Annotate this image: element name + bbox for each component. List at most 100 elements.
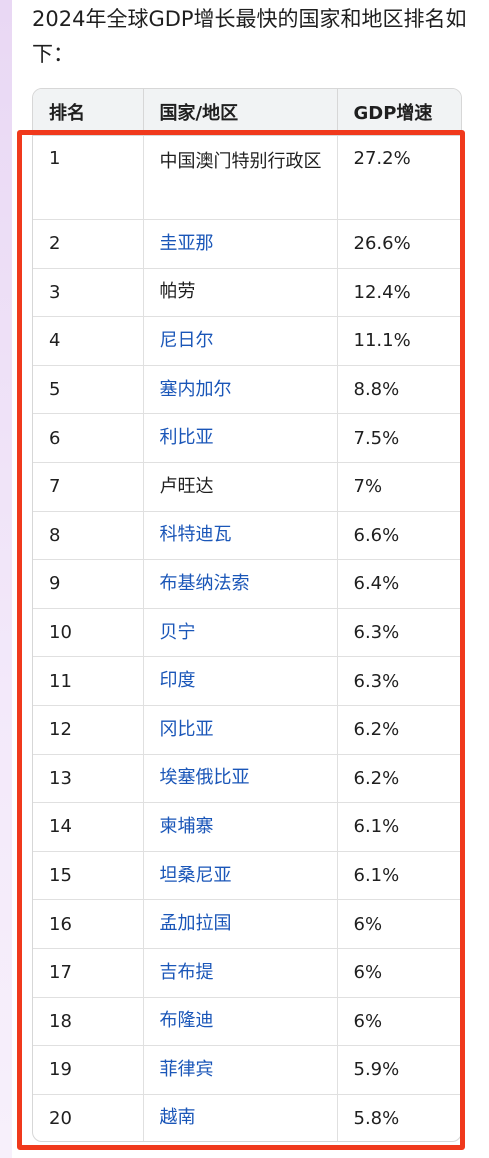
- table-row: 15 坦桑尼亚 6.1%: [33, 850, 461, 900]
- rank-cell: 1: [49, 148, 61, 169]
- table-row: 17 吉布提 6%: [33, 947, 461, 997]
- table-row: 12 冈比亚 6.2%: [33, 704, 461, 755]
- table-row: 4 尼日尔 11.1%: [33, 316, 461, 366]
- rank-cell: 7: [33, 461, 143, 512]
- gdp-growth-table: 排名 国家/地区 GDP增速 1 中国澳门特别行政区 27.2% 2 圭亚那 26.6% 3…: [33, 89, 461, 1141]
- rank-cell: 11: [33, 656, 143, 706]
- growth-cell: 7.5%: [336, 413, 461, 463]
- country-link[interactable]: 塞内加尔: [159, 378, 232, 400]
- country-cell: 越南: [142, 1093, 337, 1141]
- country-link[interactable]: 埃塞俄比亚: [159, 767, 250, 789]
- country-link[interactable]: 尼日尔: [159, 329, 214, 351]
- table-header-row: 排名 国家/地区 GDP增速: [33, 89, 461, 136]
- country-cell: 布基纳法索: [142, 559, 337, 609]
- country-cell: 吉布提: [142, 947, 337, 997]
- growth-cell: 27.2%: [336, 135, 461, 220]
- country-name: 中国澳门特别行政区: [159, 151, 322, 172]
- growth-cell: 6%: [336, 947, 461, 997]
- header-rank: 排名: [33, 89, 143, 136]
- country-cell: 利比亚: [142, 413, 337, 463]
- table-row: 20 越南 5.8%: [33, 1093, 461, 1141]
- country-link[interactable]: 贝宁: [159, 621, 196, 643]
- growth-cell: 6.2%: [336, 753, 461, 803]
- header-country: 国家/地区: [142, 89, 337, 136]
- rank-cell: 2: [33, 219, 143, 269]
- table-row: 2 圭亚那 26.6%: [33, 219, 461, 269]
- growth-cell: 6.1%: [336, 802, 461, 852]
- rank-cell: 8: [33, 510, 143, 560]
- rank-cell: 6: [33, 413, 143, 463]
- growth-cell: 5.8%: [336, 1093, 461, 1141]
- table-row: 13 埃塞俄比亚 6.2%: [33, 753, 461, 803]
- rank-cell: 4: [33, 316, 143, 366]
- country-link[interactable]: 圭亚那: [159, 232, 214, 254]
- country-cell: 贝宁: [142, 607, 337, 657]
- rank-cell: 3: [33, 267, 143, 317]
- rank-cell: 18: [33, 996, 143, 1046]
- country-cell: 孟加拉国: [142, 899, 337, 949]
- rank-cell: 16: [33, 899, 143, 949]
- country-link[interactable]: 吉布提: [159, 961, 214, 983]
- growth-cell: 6%: [336, 899, 461, 949]
- country-link[interactable]: 布隆迪: [159, 1010, 214, 1032]
- country-cell: 科特迪瓦: [142, 510, 337, 560]
- table-row: 1 中国澳门特别行政区 27.2%: [33, 135, 461, 220]
- table-row: 5 塞内加尔 8.8%: [33, 364, 461, 414]
- country-cell: 菲律宾: [142, 1045, 337, 1095]
- country-link[interactable]: 印度: [159, 670, 196, 692]
- country-link[interactable]: 孟加拉国: [159, 913, 232, 935]
- growth-cell: 6.1%: [336, 850, 461, 900]
- table-row: 19 菲律宾 5.9%: [33, 1045, 461, 1095]
- rank-cell: 13: [33, 753, 143, 803]
- growth-cell: 6%: [336, 996, 461, 1046]
- country-cell: 坦桑尼亚: [142, 850, 337, 900]
- country-link[interactable]: 柬埔寨: [159, 815, 214, 837]
- country-link[interactable]: 科特迪瓦: [159, 524, 232, 546]
- country-link[interactable]: 坦桑尼亚: [159, 864, 232, 886]
- country-cell: 卢旺达: [142, 461, 337, 512]
- country-name: 帕劳: [159, 281, 196, 303]
- rank-cell: 14: [33, 802, 143, 852]
- growth-cell: 7%: [336, 461, 461, 512]
- growth-cell: 12.4%: [336, 267, 461, 317]
- rank-cell: 19: [33, 1045, 143, 1095]
- country-cell: 冈比亚: [142, 704, 337, 755]
- gdp-growth-table-container: 排名 国家/地区 GDP增速 1 中国澳门特别行政区 27.2% 2 圭亚那 26.6% 3…: [32, 88, 462, 1142]
- table-row: 18 布隆迪 6%: [33, 996, 461, 1046]
- rank-cell: 10: [33, 607, 143, 657]
- rank-cell: 12: [33, 704, 143, 755]
- country-link[interactable]: 利比亚: [159, 427, 214, 449]
- growth-cell: 11.1%: [336, 316, 461, 366]
- growth-cell: 6.2%: [336, 704, 461, 755]
- rank-cell: 9: [33, 559, 143, 609]
- rank-cell: 15: [33, 850, 143, 900]
- rank-cell: 5: [33, 364, 143, 414]
- country-link[interactable]: 冈比亚: [159, 718, 214, 740]
- country-cell: 中国澳门特别行政区: [142, 135, 337, 220]
- rank-cell: 20: [33, 1093, 143, 1141]
- country-cell: 埃塞俄比亚: [142, 753, 337, 803]
- left-accent-bar: [0, 0, 12, 1158]
- growth-cell: 6.3%: [336, 607, 461, 657]
- country-link[interactable]: 菲律宾: [159, 1058, 214, 1080]
- country-cell: 印度: [142, 656, 337, 706]
- table-row: 16 孟加拉国 6%: [33, 899, 461, 949]
- header-growth: GDP增速: [336, 89, 461, 136]
- growth-cell: 26.6%: [336, 219, 461, 269]
- growth-cell: 6.3%: [336, 656, 461, 706]
- country-cell: 布隆迪: [142, 996, 337, 1046]
- intro-text: 2024年全球GDP增长最快的国家和地区排名如下：: [32, 7, 467, 66]
- table-row: 8 科特迪瓦 6.6%: [33, 510, 461, 560]
- country-link[interactable]: 越南: [159, 1107, 196, 1129]
- country-cell: 塞内加尔: [142, 364, 337, 414]
- table-row: 9 布基纳法索 6.4%: [33, 559, 461, 609]
- country-cell: 帕劳: [142, 267, 337, 317]
- country-cell: 圭亚那: [142, 219, 337, 269]
- country-name: 卢旺达: [159, 475, 214, 497]
- table-row: 10 贝宁 6.3%: [33, 607, 461, 657]
- table-row: 14 柬埔寨 6.1%: [33, 802, 461, 852]
- table-row: 3 帕劳 12.4%: [33, 267, 461, 317]
- country-link[interactable]: 布基纳法索: [159, 572, 250, 594]
- growth-cell: 5.9%: [336, 1045, 461, 1095]
- growth-cell: 8.8%: [336, 364, 461, 414]
